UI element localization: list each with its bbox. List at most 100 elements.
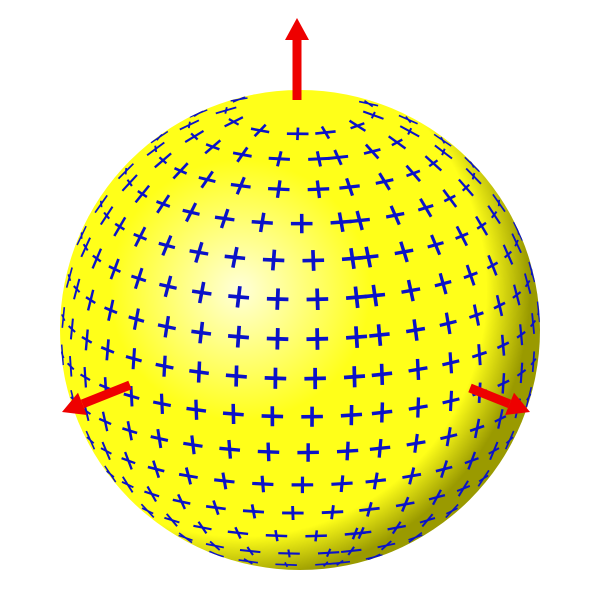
cross-mark-vertical: [197, 521, 208, 535]
cross-mark-vertical: [464, 156, 481, 173]
cross-mark-vertical: [109, 258, 120, 280]
cross-mark-vertical: [234, 365, 239, 387]
cross-mark-vertical: [132, 308, 140, 330]
cross-mark-vertical: [525, 387, 533, 408]
cross-mark-vertical: [152, 460, 161, 479]
cross-mark-vertical: [330, 505, 335, 520]
cross-mark-vertical: [364, 246, 373, 268]
cross-mark-vertical: [349, 247, 356, 270]
cross-mark-vertical: [378, 172, 391, 191]
cross-mark-vertical: [185, 202, 198, 223]
cross-mark-vertical: [194, 399, 199, 420]
cross-mark-vertical: [156, 428, 163, 449]
cross-mark-vertical: [500, 334, 506, 356]
cross-mark-vertical: [458, 178, 474, 197]
cross-mark-vertical: [408, 531, 423, 543]
cross-mark-vertical: [322, 561, 329, 567]
cross-mark-vertical: [227, 439, 233, 459]
cross-mark-vertical: [178, 532, 193, 544]
cross-mark-vertical: [163, 275, 173, 298]
cross-mark-vertical: [266, 442, 271, 462]
cross-mark-vertical: [163, 315, 171, 338]
cross-mark-vertical: [438, 272, 448, 295]
cross-mark-vertical: [502, 244, 514, 265]
cross-mark-vertical: [209, 540, 221, 551]
cross-mark-vertical: [200, 170, 214, 189]
cross-mark-vertical: [117, 163, 134, 180]
cross-mark-vertical: [204, 139, 222, 155]
cross-mark-vertical: [371, 284, 379, 307]
arrow-shaft: [292, 40, 302, 100]
cross-mark-vertical: [121, 476, 134, 493]
cross-mark-vertical: [337, 212, 345, 233]
cross-mark-vertical: [121, 174, 138, 192]
cross-mark-vertical: [275, 180, 282, 199]
cross-mark-vertical: [434, 144, 453, 160]
cross-mark-vertical: [379, 363, 385, 385]
cross-mark-vertical: [113, 216, 127, 237]
cross-mark-vertical: [473, 418, 481, 439]
cross-mark-vertical: [477, 469, 490, 487]
cross-mark-vertical: [372, 472, 379, 490]
cross-mark-vertical: [230, 97, 248, 102]
cross-mark-vertical: [162, 355, 167, 377]
arrow-shaft: [80, 380, 132, 409]
cross-mark-vertical: [339, 475, 345, 493]
cross-mark-vertical: [159, 393, 164, 414]
cross-mark-vertical: [99, 206, 114, 226]
cross-mark-vertical: [345, 177, 355, 197]
cross-mark-vertical: [243, 558, 253, 565]
cross-mark-vertical: [194, 241, 204, 263]
cross-mark-vertical: [197, 281, 206, 304]
cross-mark-vertical: [448, 352, 454, 374]
arrow-head: [505, 392, 530, 415]
cross-mark-vertical: [275, 328, 280, 350]
cross-mark-vertical: [487, 254, 498, 276]
cross-mark-vertical: [398, 114, 418, 125]
cross-mark-vertical: [236, 146, 249, 163]
cross-mark-vertical: [399, 241, 409, 263]
cross-mark-vertical: [270, 249, 277, 271]
cross-mark-vertical: [101, 411, 109, 432]
cross-mark-vertical: [315, 180, 322, 199]
cross-mark-vertical: [440, 460, 449, 479]
cross-mark-vertical: [362, 110, 384, 120]
cross-mark-vertical: [86, 289, 95, 311]
cross-mark-vertical: [76, 225, 87, 246]
cross-mark-vertical: [253, 123, 267, 138]
cross-mark-vertical: [276, 150, 283, 167]
cross-mark-vertical: [504, 430, 515, 450]
cross-mark-vertical: [235, 176, 246, 195]
cross-mark-vertical: [83, 367, 88, 388]
cross-mark-vertical: [366, 501, 373, 517]
cross-mark-vertical: [311, 250, 316, 271]
cross-mark-vertical: [355, 210, 364, 231]
cross-mark-vertical: [65, 267, 73, 288]
cross-mark-vertical: [528, 261, 536, 283]
cross-mark-vertical: [531, 313, 536, 334]
cross-mark-vertical: [364, 143, 380, 160]
cross-mark-vertical: [315, 150, 322, 167]
cross-mark-vertical: [455, 225, 469, 247]
cross-mark-vertical: [408, 467, 416, 485]
cross-mark-vertical: [275, 288, 280, 310]
right-axis-arrow: [468, 383, 530, 415]
cross-mark-vertical: [133, 267, 144, 290]
cross-mark-vertical: [347, 546, 355, 556]
cross-mark-vertical: [315, 288, 320, 311]
cross-mark-vertical: [234, 526, 242, 539]
cross-mark-vertical: [448, 390, 454, 412]
cross-mark-vertical: [60, 344, 64, 366]
cross-mark-vertical: [212, 500, 220, 516]
cross-mark-vertical: [431, 489, 442, 506]
cross-mark-vertical: [85, 430, 96, 450]
cross-mark-vertical: [73, 278, 81, 300]
cross-mark-vertical: [489, 441, 499, 461]
cross-mark-vertical: [415, 358, 421, 380]
cross-mark-vertical: [401, 496, 410, 512]
cross-mark-vertical: [424, 155, 443, 172]
cross-mark-vertical: [250, 504, 257, 519]
arrow-head: [62, 392, 87, 415]
cross-mark-vertical: [150, 130, 169, 144]
cross-mark-vertical: [284, 562, 289, 568]
